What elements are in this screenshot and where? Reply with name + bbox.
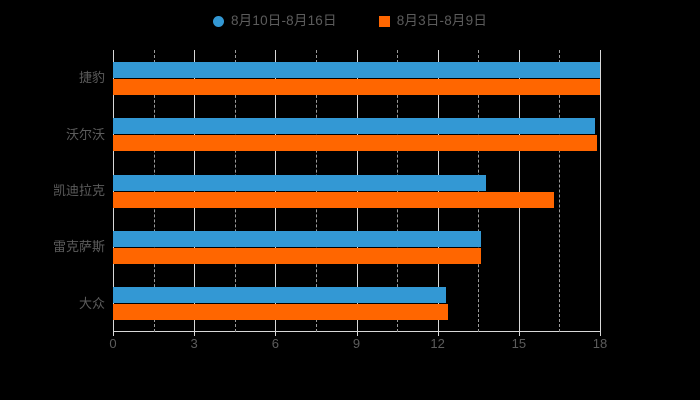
gridline-minor-x-1.5 <box>153 50 155 332</box>
y-axis-label: 凯迪拉克 <box>52 183 105 198</box>
bar-segment[interactable] <box>113 118 595 135</box>
gridline-x-9 <box>356 50 358 332</box>
x-tick-label: 12 <box>430 336 445 351</box>
legend-item-series-1[interactable]: 8月3日-8月9日 <box>378 10 488 32</box>
legend-swatch-circle-icon <box>212 15 224 27</box>
gridline-minor-x-4.5 <box>234 50 236 332</box>
bar-segment[interactable] <box>113 304 449 321</box>
x-tick-label: 15 <box>511 336 527 351</box>
gridline-x-12 <box>437 50 439 332</box>
legend-swatch-square-icon <box>378 15 390 27</box>
y-axis-label: 捷豹 <box>78 70 105 86</box>
gridline-minor-x-7.5 <box>315 50 317 332</box>
gridline-x-3 <box>194 50 196 332</box>
x-tick-label: 18 <box>592 336 608 351</box>
x-tick-mark <box>275 330 277 336</box>
bar-group <box>113 287 600 321</box>
y-axis-category-labels: 捷豹沃尔沃凯迪拉克雷克萨斯大众 <box>0 50 105 332</box>
x-axis-tick-labels: 0 3 6 9 12 15 18 <box>0 330 700 356</box>
bar-segment[interactable] <box>113 230 481 247</box>
y-axis-label: 雷克萨斯 <box>52 239 105 255</box>
bar-segment[interactable] <box>113 61 600 78</box>
gridline-x-0 <box>113 50 114 332</box>
y-axis-label: 沃尔沃 <box>65 126 105 142</box>
legend-label-series-0: 8月10日-8月16日 <box>230 13 337 28</box>
x-tick-label: 3 <box>190 336 198 351</box>
x-tick-mark <box>113 330 114 336</box>
bar-segment[interactable] <box>113 174 487 191</box>
bar-segment[interactable] <box>113 287 446 304</box>
bar-segment[interactable] <box>113 247 481 264</box>
x-tick-label: 0 <box>109 336 117 351</box>
bar-group <box>113 174 600 208</box>
y-axis-label: 大众 <box>78 295 105 311</box>
bar-group <box>113 118 600 152</box>
x-tick-mark <box>518 330 520 336</box>
legend-item-series-0[interactable]: 8月10日-8月16日 <box>212 10 337 32</box>
x-tick-mark <box>194 330 196 336</box>
gridline-x-15 <box>518 50 520 332</box>
x-tick-mark <box>356 330 358 336</box>
gridline-minor-x-16.5 <box>559 50 561 332</box>
bar-group <box>113 61 600 95</box>
x-tick-mark <box>600 330 601 336</box>
gridline-x-6 <box>275 50 277 332</box>
gridline-minor-x-13.5 <box>478 50 480 332</box>
bar-segment[interactable] <box>113 135 598 152</box>
bar-segment[interactable] <box>113 78 600 95</box>
gridline-x-18 <box>600 50 601 332</box>
x-tick-label: 6 <box>271 336 279 351</box>
x-tick-mark <box>437 330 439 336</box>
chart-legend: 8月10日-8月16日 8月3日-8月9日 <box>0 10 700 32</box>
bar-segment[interactable] <box>113 191 554 208</box>
legend-label-series-1: 8月3日-8月9日 <box>396 13 488 28</box>
gridline-minor-x-10.5 <box>397 50 399 332</box>
bar-group <box>113 230 600 264</box>
plot-area <box>113 50 601 332</box>
x-tick-label: 9 <box>352 336 361 351</box>
